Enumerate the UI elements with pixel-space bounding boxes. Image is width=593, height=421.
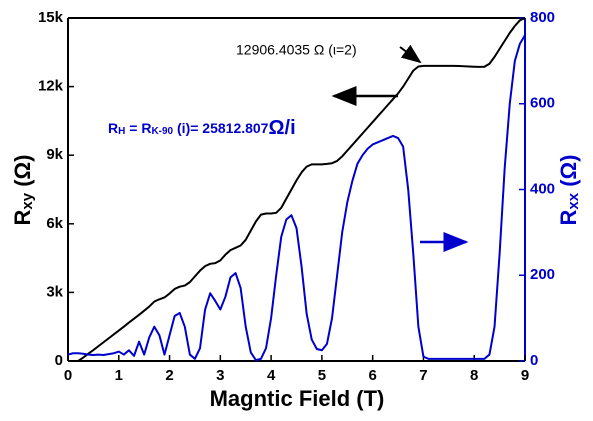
data-line [67,34,526,362]
y-tick-label: 9k [46,146,63,163]
x-tick-label: 1 [115,367,123,384]
y2-tick-label: 200 [530,266,555,283]
y-axis-label: Rxy (Ω) [10,155,36,226]
y-tick-label: 3k [46,283,63,300]
y-label-sub: xy [19,192,36,209]
y-label-part: (Ω) [10,155,35,193]
formula-part: Ω/i [268,117,295,139]
x-tick-label: 5 [318,367,326,384]
x-tick-label: 7 [419,367,427,384]
y2-tick-label: 800 [530,9,555,26]
x-axis-label: Magntic Field (T) [210,386,385,411]
x-tick-label: 0 [64,367,72,384]
y2-label-part: (Ω) [556,155,581,193]
y2-tick-label: 400 [530,180,555,197]
y-tick-label: 12k [38,78,64,95]
formula-part: = R [125,120,151,136]
y2-axis-label: Rxx (Ω) [556,155,582,226]
plateau-annotation: 12906.4035 Ω (ι=2) [236,42,357,58]
x-tick-label: 6 [368,367,376,384]
formula-sub: K-90 [151,126,173,137]
formula-annotation: RH = RK-90 (i)= 25812.807Ω/i [108,117,296,139]
x-tick-label: 9 [521,367,529,384]
formula-sub: H [118,126,125,137]
data-line [77,17,526,362]
y-tick-label: 15k [38,9,64,26]
y-label-part: R [10,209,35,225]
y-tick-label: 0 [55,352,63,369]
arrow [399,44,422,64]
y2-tick-label: 600 [530,95,555,112]
y2-label-part: R [556,209,581,225]
x-tick-label: 8 [470,367,478,384]
y2-tick-label: 0 [530,352,538,369]
x-tick-label: 3 [216,367,224,384]
formula-part: R [108,120,118,136]
x-tick-label: 2 [165,367,173,384]
formula-part: (i)= 25812.807 [173,120,269,136]
y-tick-label: 6k [46,215,63,232]
y2-label-sub: xx [565,192,582,209]
x-tick-label: 4 [267,367,276,384]
